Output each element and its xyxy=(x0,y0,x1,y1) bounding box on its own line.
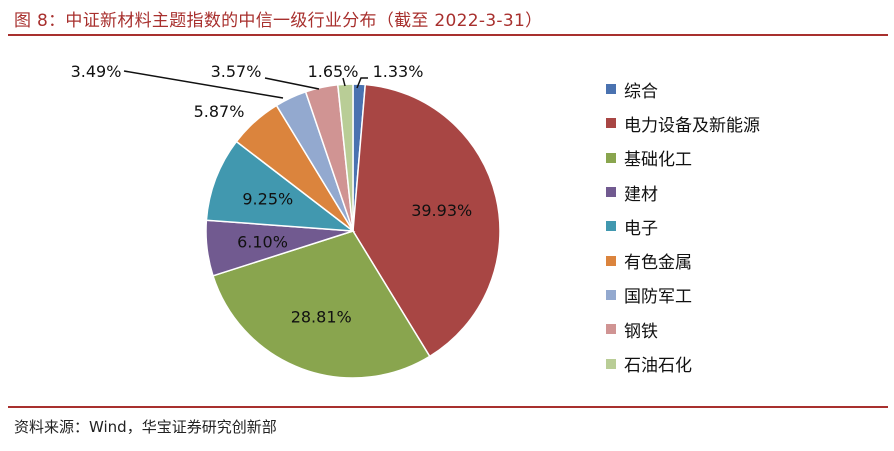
pie-slice xyxy=(212,230,431,379)
slice-value-label: 1.33% xyxy=(373,62,424,81)
legend-item: 基础化工 xyxy=(606,141,760,175)
leader-line xyxy=(123,70,284,99)
legend-label: 电力设备及新能源 xyxy=(624,115,760,136)
slice-value-label: 9.25% xyxy=(242,190,293,209)
legend-item: 电子 xyxy=(606,209,760,243)
legend-item: 建材 xyxy=(606,175,760,209)
leader-line xyxy=(342,77,346,87)
legend-swatch xyxy=(606,289,616,300)
title-divider xyxy=(8,34,888,36)
slice-value-label: 3.57% xyxy=(211,62,262,81)
legend-swatch xyxy=(606,84,616,95)
pie-slice xyxy=(336,83,354,232)
legend-item: 国防军工 xyxy=(606,278,760,312)
legend-swatch xyxy=(606,324,616,335)
legend-label: 基础化工 xyxy=(624,150,692,171)
slice-value-label: 39.93% xyxy=(411,201,472,220)
legend-item: 石油石化 xyxy=(606,346,760,380)
footer-divider xyxy=(8,406,888,408)
figure-title: 图 8：中证新材料主题指数的中信一级行业分布（截至 2022-3-31） xyxy=(14,11,543,31)
slice-value-label: 6.10% xyxy=(237,233,288,252)
legend-label: 建材 xyxy=(624,184,658,205)
legend-swatch xyxy=(606,152,616,163)
slice-value-label: 1.65% xyxy=(308,62,359,81)
pie-slice xyxy=(205,140,356,232)
legend-item: 综合 xyxy=(606,72,760,106)
slice-value-label: 28.81% xyxy=(291,307,352,326)
slice-value-label: 3.49% xyxy=(71,62,122,81)
legend-label: 电子 xyxy=(624,218,658,239)
legend-swatch xyxy=(606,358,616,369)
source-note: 资料来源：Wind，华宝证券研究创新部 xyxy=(14,418,277,436)
slice-value-label: 5.87% xyxy=(194,102,245,121)
legend-swatch xyxy=(606,118,616,129)
legend-item: 有色金属 xyxy=(606,243,760,277)
legend-label: 国防军工 xyxy=(624,287,692,308)
legend-label: 有色金属 xyxy=(624,253,692,274)
legend-label: 综合 xyxy=(624,81,658,102)
legend-item: 钢铁 xyxy=(606,312,760,346)
legend-swatch xyxy=(606,255,616,266)
chart-legend: 综合电力设备及新能源 基础化工建材电子有色金属国防军工钢铁石油石化 xyxy=(606,72,760,381)
pie-slice xyxy=(352,83,501,358)
leader-line xyxy=(356,77,368,89)
leader-line xyxy=(264,77,320,90)
legend-label: 石油石化 xyxy=(624,356,692,377)
legend-label: 钢铁 xyxy=(624,321,658,342)
legend-swatch xyxy=(606,221,616,232)
legend-swatch xyxy=(606,187,616,198)
legend-item: 电力设备及新能源 xyxy=(606,106,760,140)
